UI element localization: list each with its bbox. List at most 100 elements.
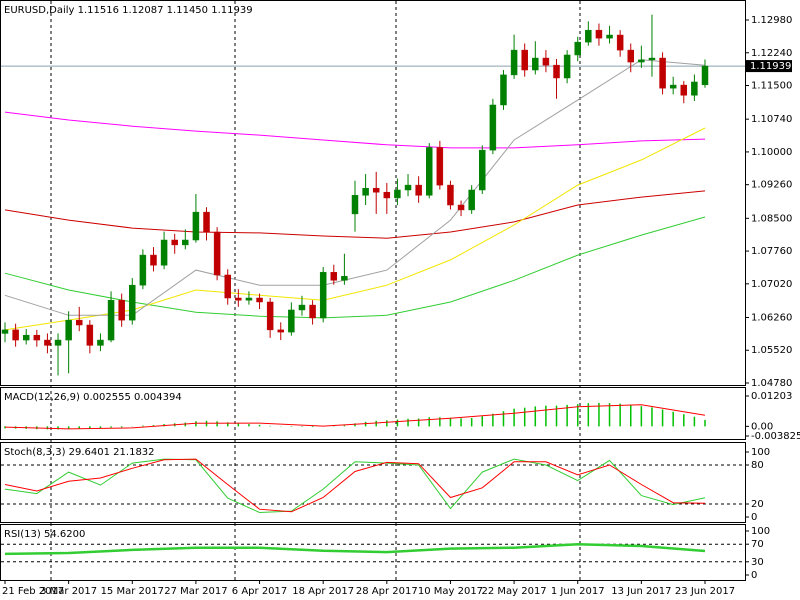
y-tick-label: 30: [751, 557, 764, 568]
macd-bar: [78, 426, 80, 429]
x-tick-label: 22 May 2017: [481, 586, 546, 597]
macd-bar: [704, 419, 706, 427]
macd-bar: [110, 426, 112, 428]
candle-body: [256, 297, 263, 303]
macd-bar: [470, 418, 473, 427]
candle-body: [606, 34, 613, 39]
macd-bar: [576, 404, 579, 427]
macd-bar: [269, 425, 271, 427]
candle-body: [553, 64, 560, 79]
panel-title: MACD(12,26,9) 0.002555 0.004394: [4, 392, 182, 403]
y-tick-label: -0.003825: [751, 431, 800, 442]
candle-body: [319, 272, 327, 319]
candle-body: [298, 304, 306, 311]
x-tick-label: 3 Mar 2017: [40, 586, 97, 597]
indicator-line: [4, 458, 706, 513]
candle-body: [65, 319, 72, 341]
candle-body: [192, 211, 200, 241]
y-tick-label: 20: [751, 499, 764, 510]
macd-bar: [460, 418, 462, 427]
candle-body: [447, 184, 454, 206]
candle-body: [489, 104, 497, 151]
y-tick-label: 80: [751, 460, 764, 471]
x-tick-label: 13 Jun 2017: [611, 586, 671, 597]
macd-bar: [375, 420, 377, 427]
candle-body: [351, 195, 359, 215]
candle-body: [415, 184, 422, 196]
candle-body: [595, 29, 603, 39]
macd-bar: [502, 411, 505, 427]
macd-bar: [428, 417, 430, 427]
y-tick-label: 1.06260: [751, 312, 792, 323]
candle-body: [1, 329, 9, 334]
candle-body: [266, 301, 274, 331]
candle-body: [457, 204, 465, 211]
indicator-line: [4, 458, 706, 514]
y-tick-label: 1.04780: [751, 378, 792, 389]
macd-bar: [311, 426, 314, 428]
candle-body: [171, 239, 178, 246]
candle-body: [107, 299, 115, 341]
x-tick-label: 27 Mar 2017: [164, 586, 227, 597]
candle-body: [203, 211, 210, 233]
candle-body: [563, 54, 571, 79]
candle-body: [150, 254, 157, 266]
macd-bar: [651, 407, 653, 427]
rsi-panel-frame: [0, 524, 746, 581]
candle-body: [648, 57, 656, 61]
y-tick-label: 1.10000: [751, 147, 792, 158]
panel-title: RSI(13) 54.6200: [4, 529, 85, 540]
macd-bar: [439, 417, 441, 427]
candle-body: [585, 29, 592, 43]
candle-body: [75, 319, 83, 326]
candle-body: [129, 284, 136, 321]
macd-bar: [386, 420, 388, 427]
candle-body: [182, 239, 189, 246]
macd-bar: [396, 419, 399, 427]
macd-bar: [290, 426, 293, 427]
macd-bar: [99, 426, 102, 429]
macd-bar: [693, 416, 696, 427]
macd-bar: [343, 425, 346, 427]
candle-body: [616, 34, 624, 51]
candle-body: [479, 149, 486, 191]
macd-bar: [226, 422, 229, 427]
candle-body: [224, 274, 231, 299]
y-tick-label: 0: [751, 512, 757, 523]
candle-body: [383, 191, 391, 199]
x-tick-label: 15 Mar 2017: [101, 586, 164, 597]
x-tick-label: 21 Feb 2017: [2, 586, 64, 597]
panel-title: Stoch(8,3,3) 29.6401 21.1832: [4, 447, 155, 458]
macd-bar: [630, 404, 632, 427]
y-tick-label: 1.11500: [751, 81, 792, 92]
candle-body: [12, 329, 19, 341]
x-tick-label: 1 Jun 2017: [551, 586, 605, 597]
macd-panel-frame: [0, 387, 746, 440]
macd-bar: [534, 406, 537, 427]
y-tick-label: 1.05520: [751, 345, 792, 356]
macd-bar: [407, 418, 409, 427]
candle-body: [33, 334, 41, 341]
y-tick-label: 100: [751, 526, 770, 537]
macd-bar: [640, 406, 643, 427]
y-tick-label: 1.09260: [751, 180, 792, 191]
macd-bar: [354, 423, 356, 427]
candle-body: [691, 81, 698, 96]
candle-body: [680, 84, 688, 96]
macd-bar: [57, 426, 59, 430]
macd-bar: [492, 413, 494, 427]
candle-body: [97, 339, 104, 346]
macd-bar: [566, 404, 568, 427]
macd-bar: [248, 424, 250, 427]
candle-body: [436, 147, 444, 186]
candle-body: [404, 184, 412, 191]
candle-body: [468, 189, 475, 211]
y-tick-label: 1.07760: [751, 246, 792, 257]
candle-body: [510, 49, 518, 76]
candle-body: [235, 297, 242, 301]
panel-title: EURUSD,Daily 1.11516 1.12087 1.11450 1.1…: [4, 5, 253, 16]
macd-bar: [142, 425, 144, 427]
macd-bar: [120, 426, 123, 428]
x-tick-label: 23 Jun 2017: [675, 586, 735, 597]
candle-body: [160, 239, 168, 266]
